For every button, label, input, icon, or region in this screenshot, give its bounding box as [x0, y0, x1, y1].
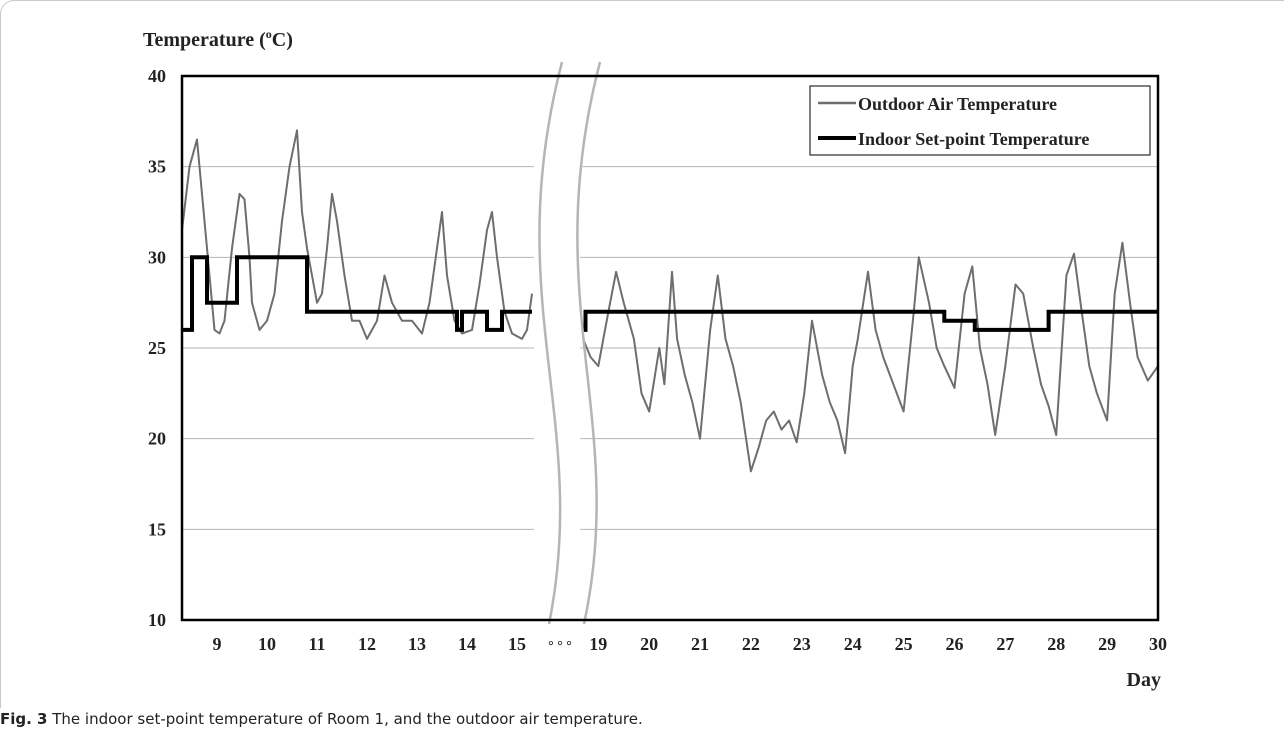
x-tick-label-30: 30 [1149, 634, 1167, 654]
series-outdoor-line-part-2 [582, 241, 1159, 473]
series-layer [181, 129, 1159, 473]
legend-box [809, 85, 1151, 156]
caption-text: The indoor set-point temperature of Room… [52, 710, 643, 728]
x-tick-label-10: 10 [258, 634, 276, 654]
x-tick-label-9: 9 [213, 634, 222, 654]
x-tick-label-27: 27 [996, 634, 1014, 654]
y-tick-label-25: 25 [148, 338, 166, 358]
x-tick-label-25: 25 [895, 634, 913, 654]
axis-break-gap [534, 62, 580, 624]
x-tick-label-11: 11 [308, 634, 325, 654]
x-tick-label-15: 15 [508, 634, 526, 654]
series-indoor-line-part-2 [583, 309, 1158, 332]
y-tick-label-15: 15 [148, 519, 166, 539]
x-axis-label: Day [1127, 669, 1161, 691]
y-tick-label-30: 30 [148, 247, 166, 267]
x-tick-labels: 9 10 11 12 13 14 15 19 20 21 22 23 24 25 26 27 28 29 30 [213, 634, 1168, 654]
x-tick-label-29: 29 [1098, 634, 1116, 654]
caption-label: Fig. 3 [0, 710, 48, 728]
y-tick-labels: 10 15 20 25 30 35 40 [148, 66, 166, 630]
x-tick-label-26: 26 [945, 634, 963, 654]
series-outdoor-line-part-1 [181, 129, 533, 340]
y-tick-label-40: 40 [148, 66, 166, 86]
series-indoor-line-part-1 [182, 255, 532, 332]
x-tick-label-20: 20 [640, 634, 658, 654]
y-tick-label-35: 35 [148, 157, 166, 177]
x-tick-label-19: 19 [589, 634, 607, 654]
legend: Outdoor Air Temperature Indoor Set-point… [809, 85, 1151, 156]
x-tick-label-14: 14 [458, 634, 476, 654]
x-tick-label-23: 23 [793, 634, 811, 654]
figure-frame [0, 0, 1284, 708]
legend-label-indoor: Indoor Set-point Temperature [858, 129, 1089, 149]
x-tick-label-28: 28 [1047, 634, 1065, 654]
figure-caption: Fig. 3 The indoor set-point temperature … [0, 708, 643, 730]
y-tick-label-20: 20 [148, 429, 166, 449]
axis-break-curve-left [538, 61, 564, 625]
x-tick-label-24: 24 [844, 634, 862, 654]
x-tick-label-21: 21 [691, 634, 709, 654]
plot-border [180, 74, 1160, 622]
x-tick-label-12: 12 [358, 634, 376, 654]
axis-break-curve-right [576, 61, 602, 625]
legend-label-outdoor: Outdoor Air Temperature [858, 94, 1057, 114]
axis-break [534, 61, 602, 625]
x-tick-label-22: 22 [742, 634, 760, 654]
x-tick-label-13: 13 [408, 634, 426, 654]
gridlines [182, 166, 1158, 530]
y-axis-label: Temperature (oC) [143, 27, 293, 51]
temperature-chart: 10 15 20 25 30 35 40 9 10 11 12 13 14 15 19 20 21 22 23 24… [143, 27, 1168, 691]
axis-break-marker: ° ° ° [548, 639, 572, 654]
y-tick-label-10: 10 [148, 610, 166, 630]
